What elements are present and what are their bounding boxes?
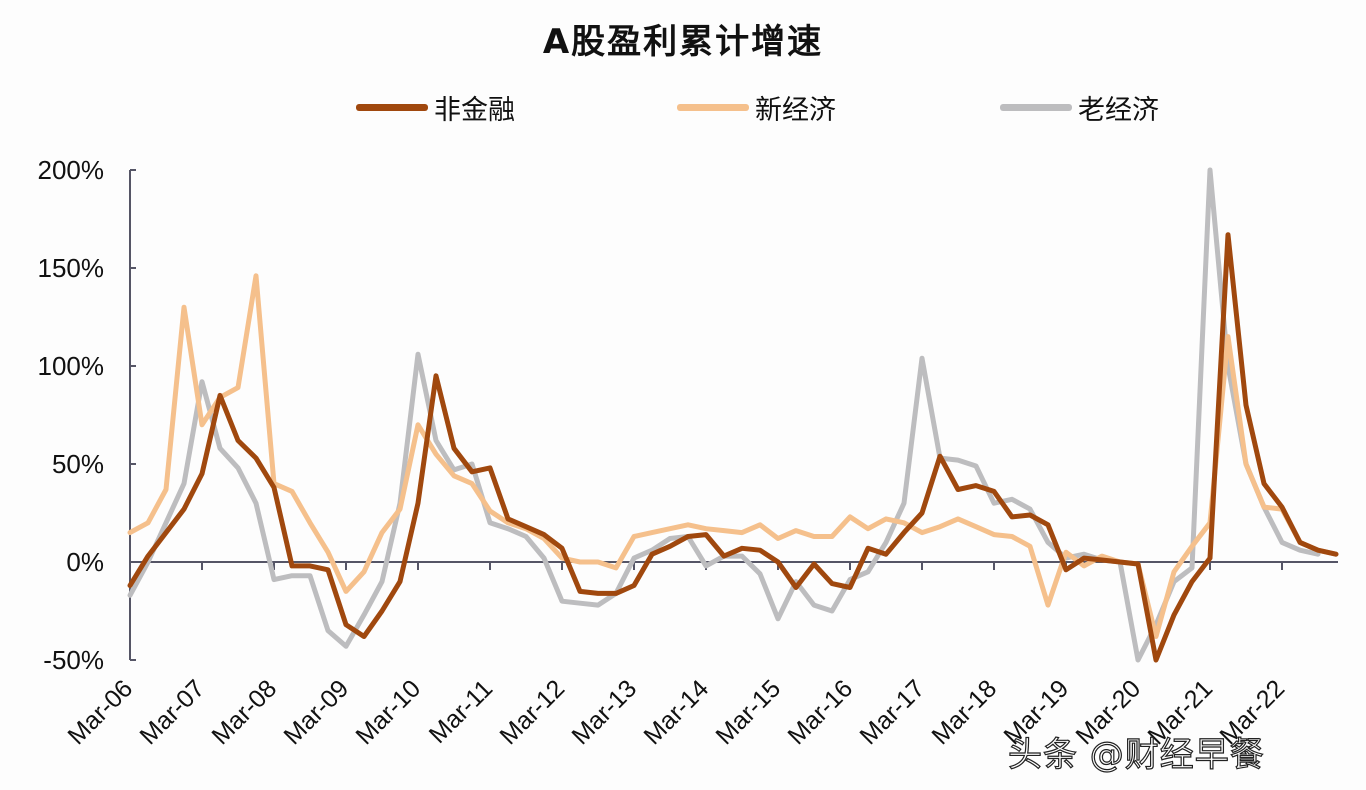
x-tick-label: Mar-15: [710, 674, 786, 750]
x-tick-label: Mar-16: [782, 674, 858, 750]
y-tick-label: 0%: [66, 547, 104, 577]
legend-item-nonfinancial: 非金融: [356, 88, 515, 127]
legend-item-old-economy: 老经济: [1000, 88, 1159, 127]
y-tick-label: -50%: [43, 645, 104, 675]
series-line-nonfinancial: [127, 232, 1339, 663]
x-tick-label: Mar-11: [424, 674, 498, 748]
x-tick-label: Mar-10: [350, 674, 426, 750]
x-tick-label: Mar-13: [566, 674, 642, 750]
y-tick-label: 200%: [38, 155, 105, 185]
x-tick-label: Mar-14: [638, 674, 714, 750]
x-tick-label: Mar-17: [854, 674, 930, 750]
x-tick-label: Mar-08: [206, 674, 282, 750]
x-tick-label: Mar-18: [926, 674, 1002, 750]
x-tick-label: Mar-06: [62, 674, 138, 750]
legend: 非金融 新经济 老经济: [0, 88, 1366, 132]
watermark: 头条 @财经早餐: [1007, 734, 1265, 775]
legend-item-new-economy: 新经济: [677, 88, 836, 127]
x-tick-label: Mar-07: [134, 674, 210, 750]
legend-swatch-old-economy: [1000, 104, 1072, 111]
y-tick-label: 50%: [52, 449, 104, 479]
x-tick-label: Mar-09: [278, 674, 354, 750]
legend-label: 新经济: [755, 95, 836, 126]
legend-swatch-new-economy: [677, 104, 749, 111]
legend-swatch-nonfinancial: [356, 104, 428, 111]
y-tick-label: 100%: [38, 351, 105, 381]
legend-label: 非金融: [434, 95, 515, 126]
x-tick-label: Mar-12: [494, 674, 570, 750]
y-tick-label: 150%: [38, 253, 105, 283]
legend-label: 老经济: [1078, 95, 1159, 126]
chart-title: A股盈利累计增速: [542, 22, 824, 62]
